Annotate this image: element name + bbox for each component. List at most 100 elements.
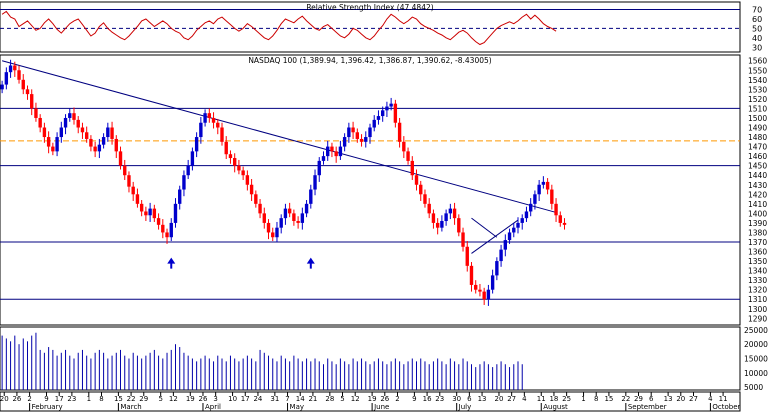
candle-body <box>173 203 178 223</box>
candle-body <box>186 165 190 176</box>
candle-body <box>80 127 85 133</box>
candle-body <box>499 249 503 262</box>
x-day-label: 8 <box>99 395 103 403</box>
candle-body <box>51 146 55 152</box>
candle-body <box>562 222 567 225</box>
rsi-tick-label: 40 <box>752 34 762 43</box>
price-tick-label: 1500 <box>748 114 767 123</box>
candle-body <box>524 211 529 219</box>
candle-body <box>427 203 431 214</box>
price-tick-label: 1400 <box>748 209 767 218</box>
candle-body <box>300 213 305 223</box>
candle-body <box>148 208 152 216</box>
candle-body <box>435 222 440 228</box>
candle-body <box>338 146 343 157</box>
rsi-tick-label: 60 <box>752 15 762 24</box>
candle-body <box>533 194 537 204</box>
x-day-label: 22 <box>127 395 136 403</box>
candle-body <box>495 261 499 276</box>
price-tick-label: 1460 <box>748 152 767 161</box>
candle-body <box>326 146 330 157</box>
candle-body <box>241 170 245 176</box>
x-day-label: 1 <box>87 395 91 403</box>
candle-body <box>406 151 410 161</box>
candle-body <box>440 221 444 228</box>
candle-body <box>304 203 309 214</box>
candle-body <box>402 141 406 152</box>
candle-body <box>224 141 228 155</box>
candle-body <box>63 117 68 128</box>
candle-body <box>101 137 106 145</box>
x-day-label: 6 <box>649 395 654 403</box>
x-day-label: 23 <box>435 395 444 403</box>
x-day-label: 27 <box>689 395 698 403</box>
x-day-label: 1 <box>581 395 585 403</box>
rsi-tick-label: 70 <box>752 6 762 15</box>
rsi-frame <box>0 1 741 53</box>
candle-body <box>347 127 351 138</box>
candle-body <box>118 151 123 166</box>
price-tick-label: 1350 <box>748 257 767 266</box>
candle-body <box>275 227 279 238</box>
candle-body <box>169 222 173 238</box>
candle-body <box>550 189 554 204</box>
candle-body <box>321 156 326 161</box>
volume-tick-label: 25000 <box>744 326 768 335</box>
candle-body <box>211 117 216 123</box>
price-tick-label: 1360 <box>748 248 767 257</box>
x-month-label: February <box>32 403 63 411</box>
candle-body <box>203 113 207 123</box>
price-panel: 1290130013101320133013401350136013701380… <box>0 54 767 326</box>
candle-body <box>545 181 550 190</box>
x-day-label: 26 <box>199 395 208 403</box>
x-day-label: 29 <box>139 395 148 403</box>
candle-body <box>254 194 258 204</box>
x-day-label: 6 <box>467 395 472 403</box>
candle-body <box>359 138 364 142</box>
candle-body <box>25 89 30 95</box>
candle-body <box>431 213 436 223</box>
candle-body <box>17 70 21 80</box>
x-day-label: 9 <box>44 395 48 403</box>
volume-tick-label: 15000 <box>744 355 768 364</box>
candle-body <box>228 154 233 159</box>
x-day-label: 22 <box>621 395 630 403</box>
candle-body <box>474 284 478 290</box>
x-day-label: 25 <box>562 395 571 403</box>
x-axis-frame <box>0 391 741 412</box>
price-tick-label: 1480 <box>748 133 767 142</box>
candle-body <box>393 103 398 123</box>
candle-body <box>216 122 220 128</box>
up-arrow-icon <box>167 257 176 269</box>
x-day-label: 2 <box>395 395 399 403</box>
volume-tick-label: 5000 <box>744 383 763 392</box>
candle-body <box>486 289 491 300</box>
candle-body <box>423 194 427 204</box>
candle-body <box>389 103 393 107</box>
x-month-label: October <box>712 403 740 411</box>
x-month-label: March <box>120 403 141 411</box>
price-tick-label: 1370 <box>748 238 767 247</box>
x-month-label: April <box>205 403 221 411</box>
x-day-label: 19 <box>186 395 195 403</box>
candle-body <box>334 151 338 157</box>
candle-body <box>207 113 212 118</box>
candle-body <box>419 184 423 195</box>
up-arrow-icon <box>306 257 315 269</box>
price-tick-label: 1490 <box>748 124 767 133</box>
candle-body <box>165 232 169 238</box>
candle-body <box>59 127 64 138</box>
x-day-label: 20 <box>676 395 685 403</box>
price-tick-label: 1330 <box>748 276 767 285</box>
price-tick-label: 1430 <box>748 181 767 190</box>
x-day-label: 5 <box>340 395 344 403</box>
candle-body <box>410 160 414 176</box>
rsi-tick-label: 50 <box>752 24 762 33</box>
price-tick-label: 1520 <box>748 95 767 104</box>
price-tick-label: 1300 <box>748 305 767 314</box>
candle-body <box>351 127 355 133</box>
x-day-label: 29 <box>634 395 643 403</box>
x-day-label: 20 <box>0 395 9 403</box>
